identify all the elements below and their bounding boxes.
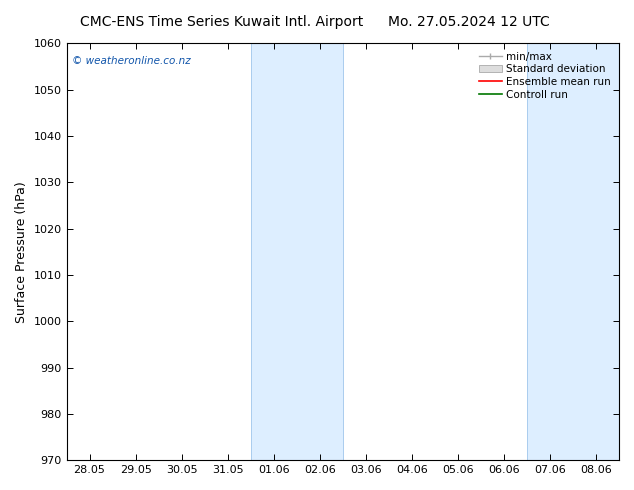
Text: © weatheronline.co.nz: © weatheronline.co.nz	[72, 56, 191, 66]
Y-axis label: Surface Pressure (hPa): Surface Pressure (hPa)	[15, 181, 28, 323]
Legend: min/max, Standard deviation, Ensemble mean run, Controll run: min/max, Standard deviation, Ensemble me…	[476, 49, 614, 103]
Bar	[527, 44, 619, 460]
Bar	[250, 44, 343, 460]
Text: CMC-ENS Time Series Kuwait Intl. Airport: CMC-ENS Time Series Kuwait Intl. Airport	[81, 15, 363, 29]
Text: Mo. 27.05.2024 12 UTC: Mo. 27.05.2024 12 UTC	[388, 15, 550, 29]
